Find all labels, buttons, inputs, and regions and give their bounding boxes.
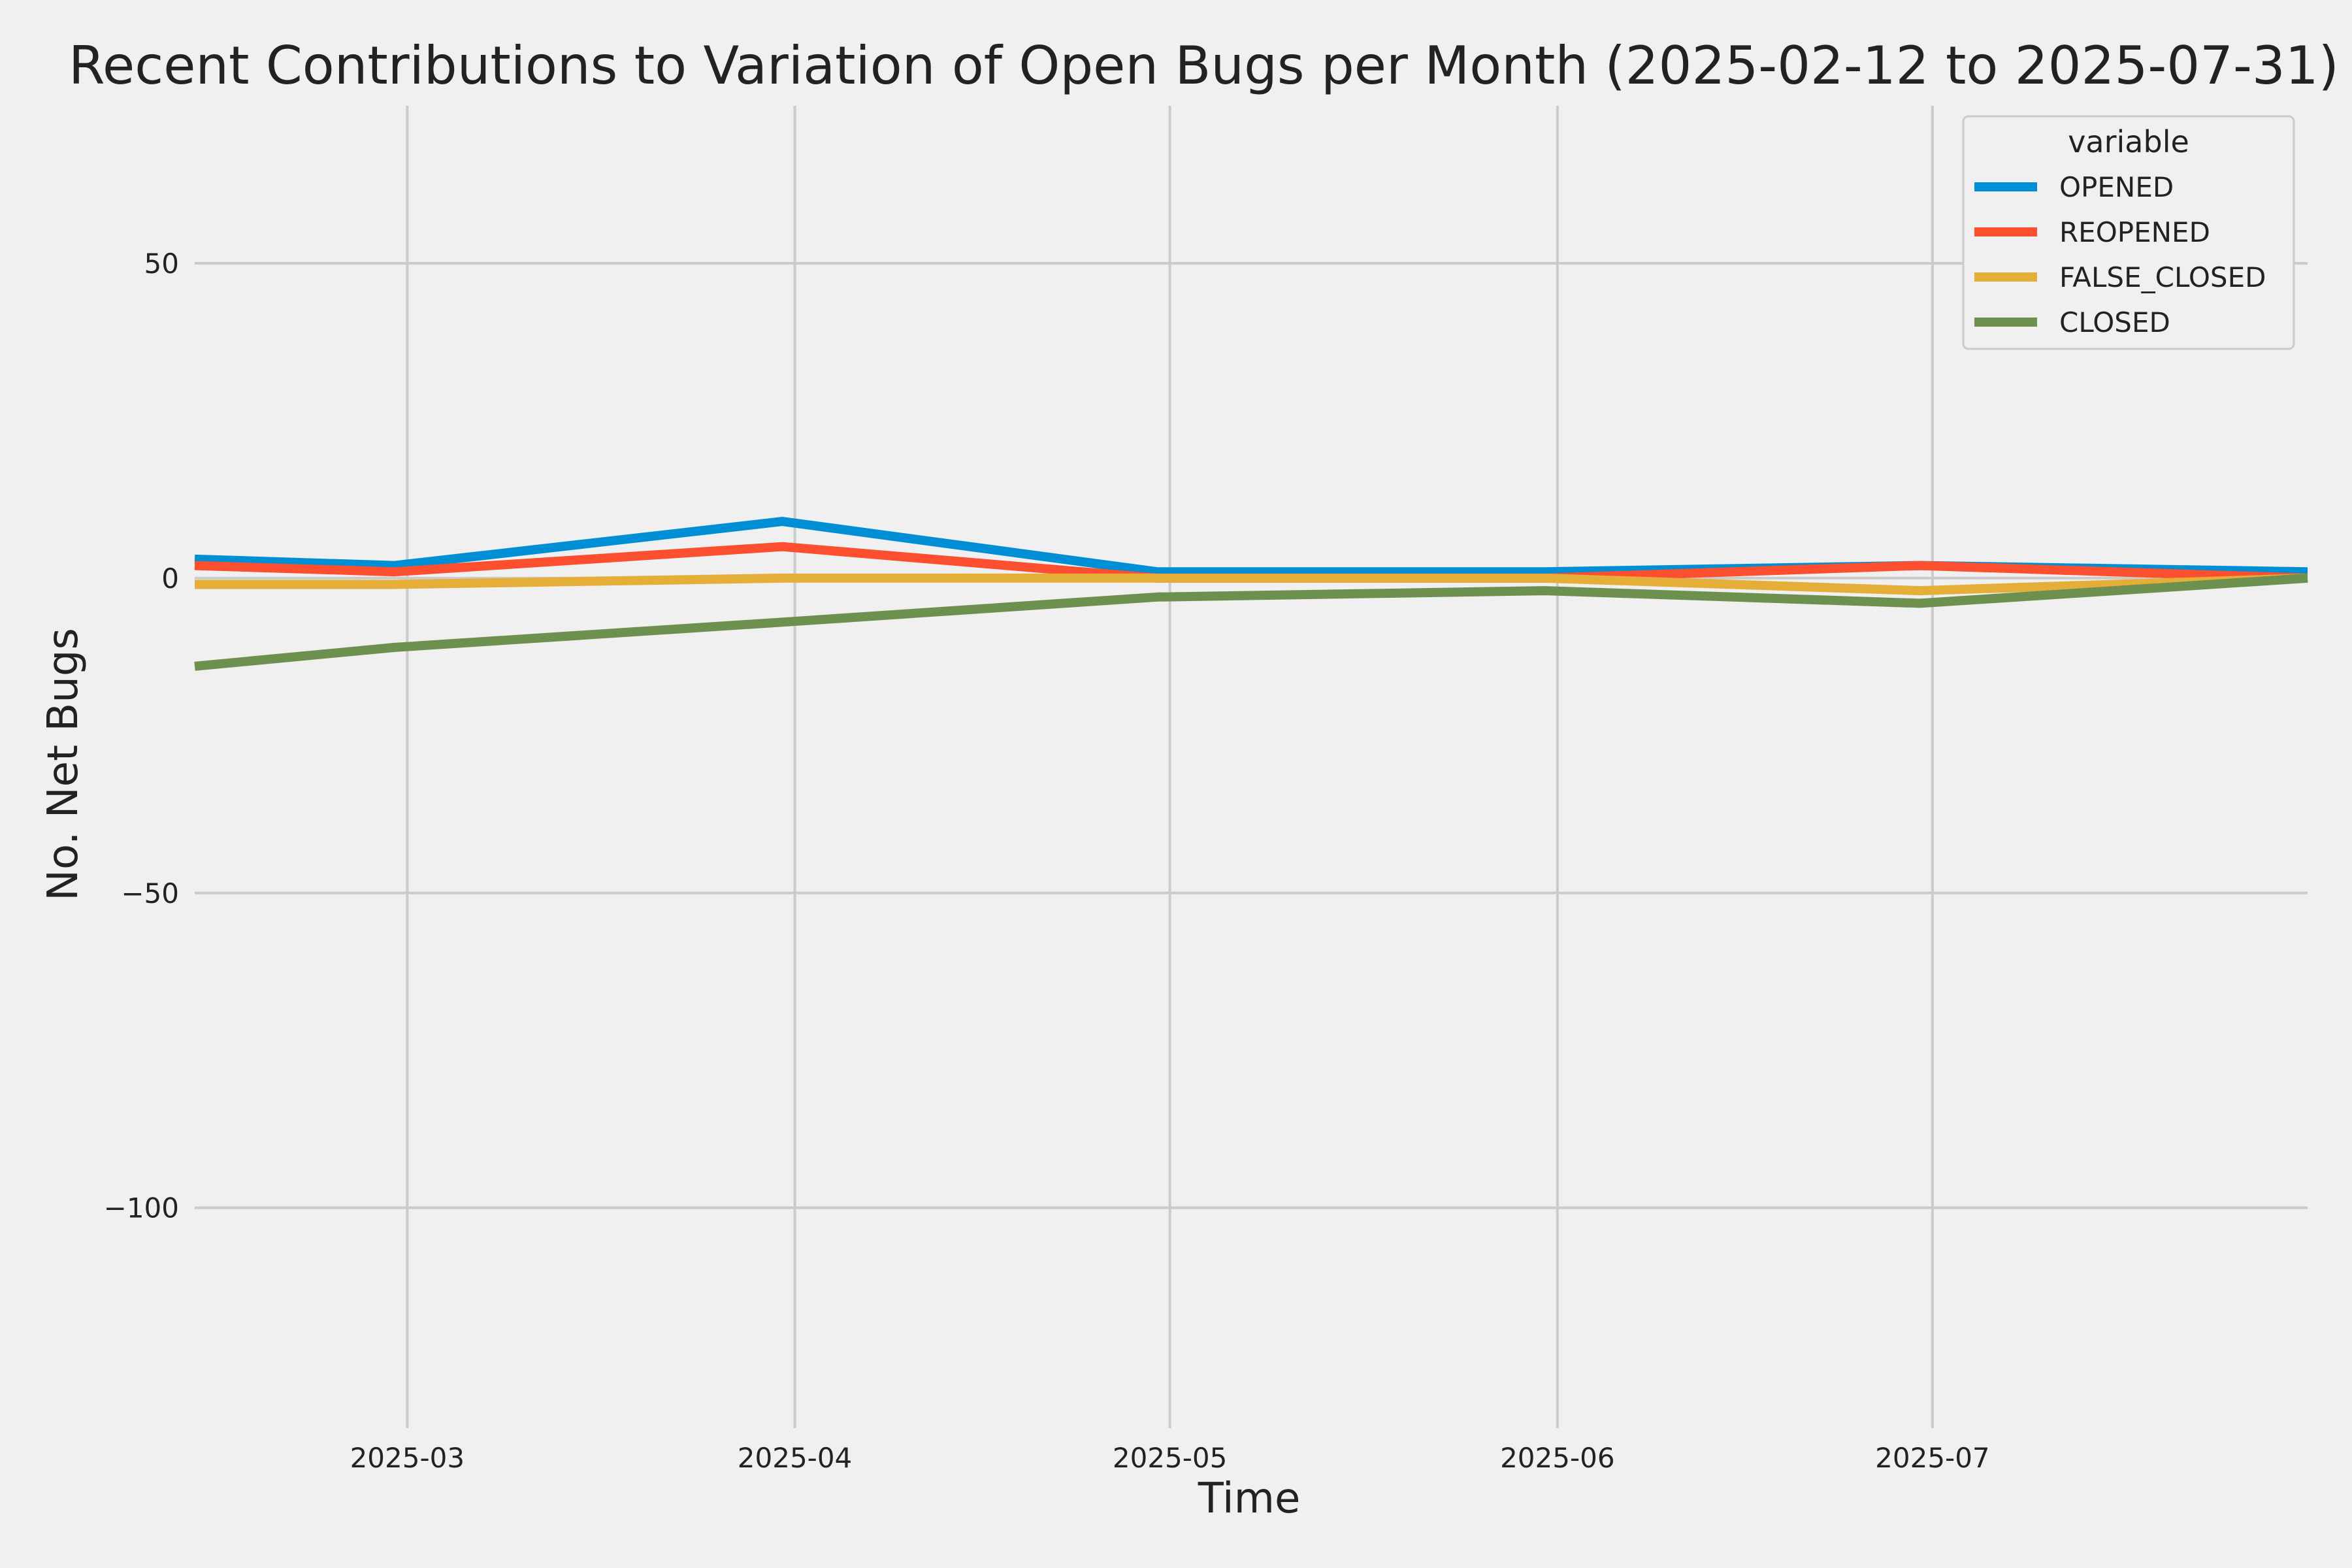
legend-label-opened: OPENED [2059, 171, 2174, 203]
y-tick-label: 50 [144, 248, 179, 280]
y-tick-label: −50 [121, 877, 179, 909]
x-axis-ticks: 2025-03 2025-04 2025-05 2025-06 2025-07 [350, 1442, 1990, 1474]
y-tick-label: 0 [161, 563, 179, 595]
series-line-false-closed [195, 573, 2308, 596]
y-axis-label: No. Net Bugs [39, 628, 88, 901]
series-line-closed [194, 573, 2308, 671]
legend-label-false-closed: FALSE_CLOSED [2059, 261, 2266, 293]
x-tick-label: 2025-03 [350, 1442, 465, 1474]
legend: variable OPENED REOPENED FALSE_CLOSED CLOSE… [1962, 115, 2295, 350]
legend-box [1962, 115, 2295, 350]
legend-label-reopened: REOPENED [2059, 216, 2210, 248]
x-tick-label: 2025-04 [738, 1442, 853, 1474]
x-tick-label: 2025-07 [1875, 1442, 1990, 1474]
legend-title: variable [2068, 124, 2189, 159]
x-axis-label: Time [1198, 1475, 1301, 1523]
legend-items: OPENED REOPENED FALSE_CLOSED CLOSED [1974, 171, 2266, 338]
x-tick-label: 2025-06 [1500, 1442, 1615, 1474]
series-lines [194, 517, 2308, 671]
y-axis-ticks: 50 0 −50 −100 [104, 248, 179, 1224]
legend-label-closed: CLOSED [2059, 306, 2170, 338]
y-tick-label: −100 [104, 1192, 179, 1224]
chart-title: Recent Contributions to Variation of Ope… [69, 35, 2339, 96]
x-tick-label: 2025-05 [1113, 1442, 1228, 1474]
